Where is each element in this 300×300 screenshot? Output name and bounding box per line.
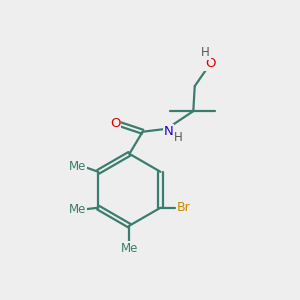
Text: O: O [110,117,121,130]
Text: Me: Me [121,242,138,255]
Text: Me: Me [69,203,87,216]
Text: O: O [205,57,216,70]
Text: H: H [174,130,182,143]
Text: Me: Me [69,160,87,173]
Text: H: H [201,46,210,59]
Text: N: N [164,125,173,138]
Text: Br: Br [176,201,190,214]
